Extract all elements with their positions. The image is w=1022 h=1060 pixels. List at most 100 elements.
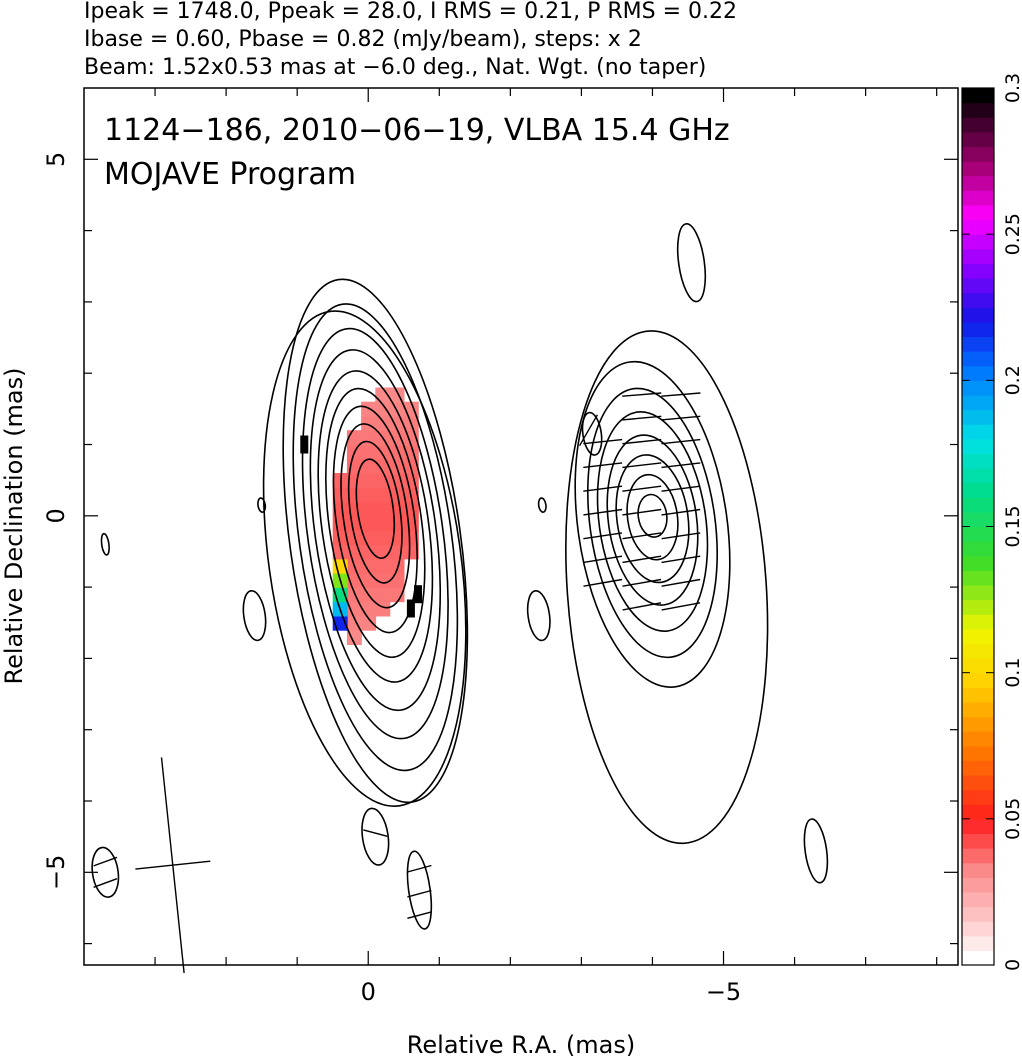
evpa-vector (93, 878, 118, 888)
evpa-vector (407, 889, 432, 898)
plot-title-line-1: 1124−186, 2010−06−19, VLBA 15.4 GHz (104, 113, 730, 148)
evpa-vector (661, 462, 701, 469)
noise-contour (537, 497, 547, 513)
colorbar-swatch (962, 453, 994, 469)
colorbar-swatch (962, 628, 994, 645)
colorbar-swatch (962, 935, 994, 951)
colorbar-swatch (962, 950, 994, 966)
intensity-contour (317, 370, 434, 683)
colorbar-swatch (962, 131, 994, 148)
polarization-pixel (332, 530, 348, 546)
colorbar-swatch (962, 599, 994, 615)
polarization-pixel (389, 430, 405, 446)
noise-contour (361, 807, 390, 866)
colorbar-swatch (962, 292, 994, 308)
colorbar-swatch (962, 278, 994, 294)
colorbar-swatch (962, 234, 994, 250)
polarization-pixel (361, 544, 377, 560)
polarization-pixel (389, 558, 405, 574)
colorbar-swatch (962, 921, 994, 937)
colorbar-swatch (962, 351, 994, 367)
header-line-1: Ipeak = 1748.0, Ppeak = 28.0, I RMS = 0.… (84, 0, 737, 24)
polarization-pixel (361, 501, 377, 517)
colorbar-tick-label: 0.05 (1002, 798, 1022, 840)
colorbar-swatch (962, 88, 994, 104)
colorbar-labels: 0 0.05 0.1 0.15 0.2 0.25 0.3 (962, 73, 1022, 971)
polarization-pixel (332, 487, 348, 503)
colorbar-tick-label: 0.3 (1002, 73, 1022, 103)
evpa-vector (622, 485, 662, 492)
polarized-intensity-contour (586, 387, 719, 659)
axis-ticks: 0 −5 5 0 −5 (42, 88, 958, 1006)
colorbar-swatch (962, 848, 994, 864)
colorbar-swatch (962, 511, 994, 528)
noise-contour (581, 411, 603, 456)
polarization-pixel (375, 473, 391, 489)
colorbar-swatch (962, 336, 994, 352)
evpa-vector (661, 438, 701, 445)
noise-contour (676, 223, 707, 303)
polarization-pixel (361, 515, 377, 531)
polarization-pixel (346, 601, 362, 617)
colorbar-swatch (962, 380, 994, 396)
colorbar-swatch (962, 774, 994, 791)
colorbar-swatch (962, 877, 994, 893)
polarization-pixel (375, 558, 391, 574)
colorbar-swatch (962, 365, 994, 381)
intensity-envelope-contour (262, 310, 467, 807)
colorbar-tick-label: 0.15 (1002, 505, 1022, 547)
evpa-vector (622, 462, 662, 469)
polarized-intensity-contour (606, 434, 699, 606)
colorbar-swatch (962, 190, 994, 206)
polarization-pixel (361, 458, 377, 474)
polarized-intensity-contour (637, 493, 668, 538)
colorbar-swatch (962, 818, 994, 835)
noise-contour (526, 589, 551, 642)
polarization-pixel (375, 587, 391, 603)
colorbar-swatch (962, 584, 994, 601)
colorbar-swatch (962, 643, 994, 659)
colorbar-swatch (962, 438, 994, 455)
intensity-contour (332, 405, 418, 634)
noise-contour (91, 846, 120, 898)
evpa-vector (583, 555, 623, 564)
x-tick-label: 0 (361, 978, 376, 1006)
polarization-pixel (332, 501, 348, 517)
colorbar-swatch (962, 468, 994, 484)
evpa-vector (578, 414, 599, 447)
intensity-contour (340, 423, 411, 609)
x-tick-label: −5 (706, 978, 741, 1006)
polarization-pixel (361, 558, 377, 574)
evpa-vector (583, 462, 623, 469)
restoring-beam (135, 757, 211, 974)
polarization-pixel (346, 629, 362, 645)
beam-minor-axis (135, 860, 211, 870)
colorbar-swatch (962, 745, 994, 761)
evpa-vector (407, 911, 432, 919)
intensity-contour (301, 327, 449, 740)
polarized-intensity-contour (574, 360, 731, 688)
colorbar-swatch (962, 161, 994, 177)
evpa-vector (661, 602, 701, 611)
evpa-vector (661, 508, 701, 516)
colorbar-swatch (962, 175, 994, 191)
evpa-vector (622, 438, 662, 445)
polarization-pixel (375, 501, 391, 517)
evpa-vector (622, 602, 662, 611)
x-axis-label: Relative R.A. (mas) (407, 1031, 635, 1059)
colorbar-swatch (962, 409, 994, 425)
evpa-vector (93, 856, 118, 867)
evpa-vector (583, 438, 623, 445)
polarization-pixel (389, 572, 405, 588)
masked-pixel (414, 585, 422, 604)
evpa-vector (622, 578, 662, 587)
colorbar-swatch (962, 102, 994, 118)
colorbar (962, 88, 994, 966)
y-tick-label: 0 (42, 508, 70, 523)
noise-contour (406, 850, 433, 930)
polarization-pixel (361, 430, 377, 446)
evpa-vector (363, 829, 388, 837)
noise-contour (803, 818, 829, 884)
colorbar-swatch (962, 204, 994, 221)
